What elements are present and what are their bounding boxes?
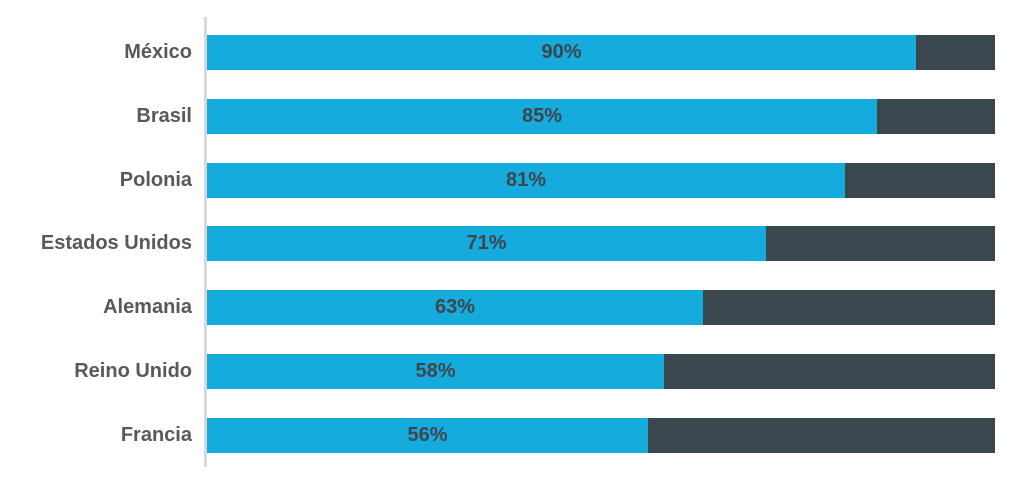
bar-track: 90% — [207, 35, 995, 70]
bar-row: Francia 56% — [0, 418, 1017, 453]
bar-row: Alemania 63% — [0, 290, 1017, 325]
category-label: Brasil — [136, 105, 192, 127]
bar-row: Brasil 85% — [0, 99, 1017, 134]
bar-segment-remainder — [877, 99, 995, 134]
value-label: 58% — [415, 360, 456, 382]
category-label: Polonia — [119, 169, 192, 191]
bar-segment-value: 85% — [207, 99, 877, 134]
category-label: Reino Unido — [74, 360, 192, 382]
value-label: 71% — [466, 232, 507, 254]
value-label: 85% — [521, 105, 563, 127]
category-label: Francia — [120, 424, 192, 446]
bar-row: Estados Unidos 71% — [0, 226, 1017, 261]
bar-row: México 90% — [0, 35, 1017, 70]
bar-track: 58% — [207, 354, 995, 389]
bar-segment-value: 71% — [207, 226, 766, 261]
y-axis-line — [204, 17, 207, 467]
value-label: 81% — [505, 169, 547, 191]
bar-segment-remainder — [845, 163, 995, 198]
bar-track: 63% — [207, 290, 995, 325]
bar-segment-value: 90% — [207, 35, 916, 70]
bar-segment-remainder — [766, 226, 995, 261]
bar-segment-remainder — [664, 354, 995, 389]
value-label: 56% — [407, 424, 448, 446]
bar-row: Reino Unido 58% — [0, 354, 1017, 389]
bar-segment-value: 58% — [207, 354, 664, 389]
category-label: Alemania — [103, 296, 192, 318]
bar-segment-remainder — [703, 290, 995, 325]
value-label: 63% — [434, 296, 476, 318]
bar-segment-remainder — [916, 35, 995, 70]
bar-segment-value: 63% — [207, 290, 703, 325]
bar-track: 71% — [207, 226, 995, 261]
bar-track: 81% — [207, 163, 995, 198]
bar-segment-remainder — [648, 418, 995, 453]
category-label: Estados Unidos — [40, 232, 192, 254]
category-label: México — [124, 41, 192, 63]
bar-segment-value: 56% — [207, 418, 648, 453]
bar-track: 56% — [207, 418, 995, 453]
value-label: 90% — [541, 41, 582, 63]
bar-segment-value: 81% — [207, 163, 845, 198]
bar-track: 85% — [207, 99, 995, 134]
bar-row: Polonia 81% — [0, 163, 1017, 198]
